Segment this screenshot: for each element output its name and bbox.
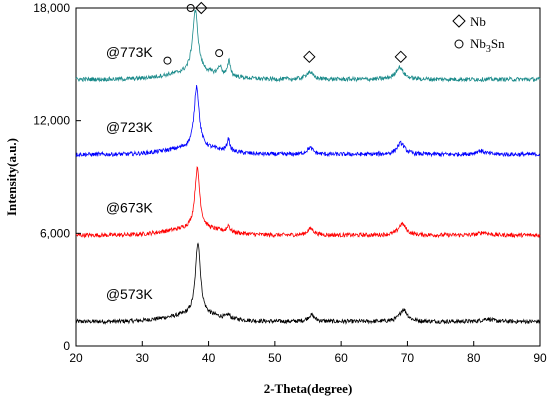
markers-group bbox=[163, 1, 408, 65]
peak-marker-circle bbox=[186, 4, 195, 12]
legend: Nb Nb3Sn bbox=[452, 14, 505, 55]
peak-marker-circle bbox=[163, 56, 172, 65]
series-line bbox=[75, 242, 541, 325]
x-tick-label: 50 bbox=[268, 351, 282, 365]
legend-diamond-icon bbox=[452, 14, 466, 28]
series-label: @673K bbox=[106, 200, 154, 216]
series-line bbox=[75, 9, 541, 83]
peak-marker-diamond bbox=[394, 50, 408, 64]
y-tick-label: 12,000 bbox=[33, 114, 70, 128]
x-tick-label: 30 bbox=[136, 351, 150, 365]
ticks-group: 20 30 40 50 60 70 80 90 0 6,000 12,000 18,000 bbox=[33, 1, 547, 365]
y-tick-label: 6,000 bbox=[40, 226, 70, 240]
legend-label-nb: Nb bbox=[470, 14, 486, 29]
peak-marker-diamond bbox=[195, 1, 208, 15]
series-group: @573K @673K @723K @773K bbox=[75, 9, 541, 325]
y-tick-label: 0 bbox=[63, 339, 70, 353]
x-tick-label: 80 bbox=[467, 351, 481, 365]
legend-circle-icon bbox=[454, 39, 464, 49]
legend-nb3sn-sub: 3 bbox=[486, 44, 491, 55]
y-tick-label: 18,000 bbox=[33, 1, 70, 15]
plot-frame bbox=[75, 7, 541, 347]
x-tick-label: 70 bbox=[401, 351, 415, 365]
x-tick-label: 90 bbox=[533, 351, 547, 365]
series-label: @773K bbox=[106, 44, 154, 60]
x-tick-label: 60 bbox=[334, 351, 348, 365]
legend-nb3sn-base: Nb bbox=[470, 36, 486, 51]
series-label: @723K bbox=[106, 119, 154, 135]
legend-label-nb3sn: Nb3Sn bbox=[470, 36, 505, 55]
series-label: @573K bbox=[106, 286, 154, 302]
peak-marker-diamond bbox=[303, 50, 316, 64]
y-axis-title: Intensity(a.u.) bbox=[4, 138, 19, 216]
series-line bbox=[75, 166, 541, 239]
x-tick-label: 20 bbox=[69, 351, 83, 365]
legend-nb3sn-suffix: Sn bbox=[491, 36, 505, 51]
series-line bbox=[75, 84, 541, 158]
x-axis-title: 2-Theta(degree) bbox=[264, 381, 353, 396]
peak-marker-circle bbox=[215, 49, 224, 58]
x-tick-label: 40 bbox=[202, 351, 216, 365]
